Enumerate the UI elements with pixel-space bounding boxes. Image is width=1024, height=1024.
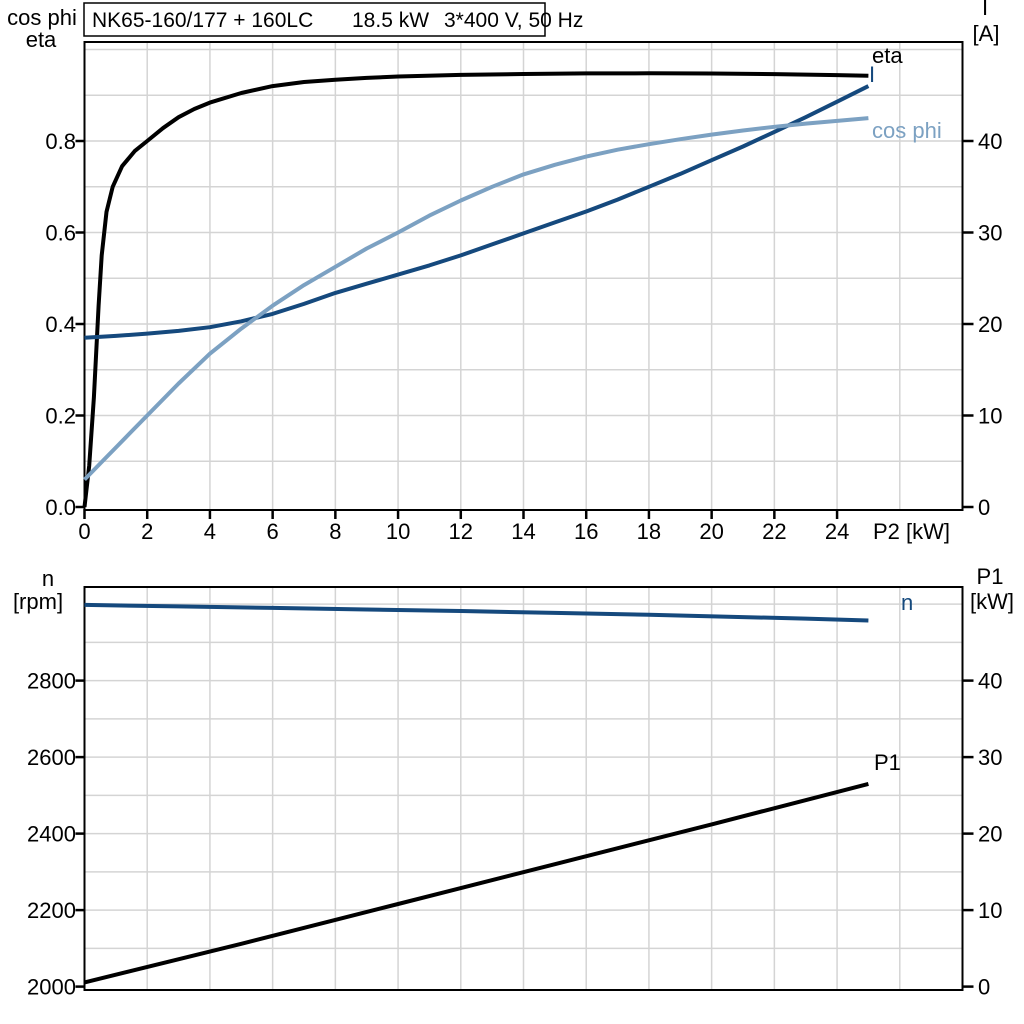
top-x-tick-label: 4 — [204, 519, 216, 544]
bottom-right-axis-title: [kW] — [970, 589, 1014, 614]
top-x-tick-label: 16 — [574, 519, 598, 544]
x-axis-label: P2 [kW] — [873, 519, 950, 544]
P1-curve-label: P1 — [874, 750, 901, 775]
top-right-axis-title: [A] — [973, 21, 1000, 46]
bottom-plot-frame — [83, 586, 964, 991]
bottom-left-axis-title: [rpm] — [13, 589, 63, 614]
bottom-left-tick-label: 2400 — [27, 822, 76, 847]
bottom-right-tick-label: 30 — [978, 745, 1002, 770]
top-x-tick-label: 18 — [637, 519, 661, 544]
top-left-tick-label: 0.2 — [45, 404, 76, 429]
top-x-tick-label: 6 — [267, 519, 279, 544]
n-curve-label: n — [901, 590, 913, 615]
top-right-tick-label: 40 — [978, 129, 1002, 154]
top-left-tick-label: 0.0 — [45, 495, 76, 520]
bottom-left-tick-label: 2000 — [27, 975, 76, 1000]
eta-curve — [82, 71, 869, 508]
bottom-right-tick-label: 10 — [978, 898, 1002, 923]
top-left-tick-label: 0.6 — [45, 221, 76, 246]
cos-phi-curve-label: cos phi — [872, 118, 942, 143]
chart-title-box — [83, 2, 546, 37]
top-x-tick-label: 22 — [762, 519, 786, 544]
top-left-axis-title: eta — [26, 27, 57, 52]
bottom-right-tick-label: 0 — [978, 975, 990, 1000]
top-x-tick-label: 0 — [78, 519, 90, 544]
bottom-right-axis-title: P1 — [977, 564, 1004, 589]
chart-title-part: 3*400 V, 50 Hz — [444, 9, 583, 32]
n-curve — [84, 602, 869, 623]
top-left-tick-label: 0.8 — [45, 129, 76, 154]
top-left-tick-label: 0.4 — [45, 312, 76, 337]
cos-phi-curve — [83, 116, 869, 481]
top-x-tick-label: 24 — [825, 519, 849, 544]
bottom-right-tick-label: 20 — [978, 822, 1002, 847]
I-curve-label: I — [869, 62, 875, 87]
top-x-tick-label: 14 — [511, 519, 535, 544]
top-right-tick-label: 0 — [978, 495, 990, 520]
bottom-left-tick-label: 2600 — [27, 745, 76, 770]
bottom-left-tick-label: 2800 — [27, 669, 76, 694]
top-right-tick-label: 20 — [978, 312, 1002, 337]
top-x-tick-label: 20 — [699, 519, 723, 544]
top-x-tick-label: 2 — [141, 519, 153, 544]
top-left-axis-title: cos phi — [7, 5, 77, 30]
top-x-tick-label: 12 — [449, 519, 473, 544]
I-curve — [84, 84, 870, 340]
top-right-tick-label: 10 — [978, 404, 1002, 429]
top-right-axis-title: I — [982, 0, 988, 20]
top-x-tick-label: 8 — [329, 519, 341, 544]
bottom-left-axis-title: n — [42, 566, 54, 591]
eta-curve-label: eta — [872, 43, 903, 68]
bottom-left-tick-label: 2200 — [27, 898, 76, 923]
top-x-tick-label: 10 — [386, 519, 410, 544]
bottom-right-tick-label: 40 — [978, 669, 1002, 694]
chart-title-part: NK65-160/177 + 160LC — [92, 9, 313, 32]
chart-title-part: 18.5 kW — [352, 9, 429, 32]
P1-curve — [84, 781, 869, 985]
top-right-tick-label: 30 — [978, 221, 1002, 246]
